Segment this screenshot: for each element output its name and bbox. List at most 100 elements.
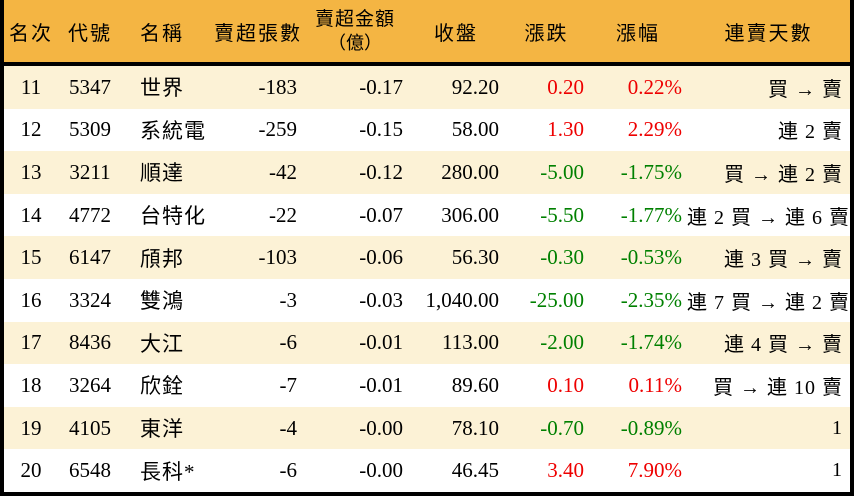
cell-name: 長科* <box>122 449 214 492</box>
table-row: 13 3211 順達 -42 -0.12 280.00 -5.00 -1.75% 買 → 連 2… <box>4 151 850 194</box>
cell-streak: 連 7 買 → 連 2 賣 <box>687 278 850 322</box>
cell-change: -0.30 <box>504 236 589 279</box>
cell-change-pct: 2.29% <box>589 108 687 152</box>
cell-sell-volume: -6 <box>214 321 302 365</box>
cell-streak: 1 <box>687 406 850 450</box>
cell-sell-volume: -7 <box>214 364 302 407</box>
cell-sell-amount: -0.01 <box>302 364 408 407</box>
cell-change: -25.00 <box>504 278 589 322</box>
table-row: 19 4105 東洋 -4 -0.00 78.10 -0.70 -0.89% 1 <box>4 406 850 450</box>
header-sell-amount: 賣超金額 （億） <box>302 0 408 66</box>
cell-name: 大江 <box>122 321 214 365</box>
cell-change: 3.40 <box>504 449 589 492</box>
cell-streak: 連 4 買 → 賣 <box>687 321 850 365</box>
table-row: 15 6147 頎邦 -103 -0.06 56.30 -0.30 -0.53% 連 3 買 →… <box>4 236 850 279</box>
cell-sell-volume: -183 <box>214 64 302 109</box>
cell-change-pct: -2.35% <box>589 278 687 322</box>
cell-sell-volume: -3 <box>214 278 302 322</box>
cell-change-pct: -1.75% <box>589 151 687 194</box>
cell-sell-amount: -0.01 <box>302 321 408 365</box>
cell-code: 3264 <box>58 364 122 407</box>
cell-sell-amount: -0.17 <box>302 64 408 109</box>
cell-change-pct: -0.53% <box>589 236 687 279</box>
cell-streak: 連 2 買 → 連 6 賣 <box>687 193 850 237</box>
cell-close: 280.00 <box>408 151 504 194</box>
cell-rank: 20 <box>4 449 58 492</box>
cell-rank: 18 <box>4 364 58 407</box>
cell-change-pct: -0.89% <box>589 406 687 450</box>
cell-change-pct: 7.90% <box>589 449 687 492</box>
cell-streak: 買 → 賣 <box>687 64 850 109</box>
cell-code: 5309 <box>58 108 122 152</box>
cell-code: 6147 <box>58 236 122 279</box>
cell-close: 56.30 <box>408 236 504 279</box>
cell-close: 58.00 <box>408 108 504 152</box>
header-name: 名稱 <box>122 0 214 66</box>
header-change: 漲跌 <box>504 0 589 66</box>
header-sell-volume: 賣超張數 <box>214 0 302 66</box>
cell-streak: 買 → 連 2 賣 <box>687 151 850 194</box>
cell-name: 頎邦 <box>122 236 214 279</box>
cell-change-pct: 0.22% <box>589 64 687 109</box>
cell-change: 1.30 <box>504 108 589 152</box>
cell-rank: 15 <box>4 236 58 279</box>
cell-code: 4772 <box>58 193 122 237</box>
table-row: 14 4772 台特化 -22 -0.07 306.00 -5.50 -1.77% 連 2 買 … <box>4 193 850 237</box>
table-row: 18 3264 欣銓 -7 -0.01 89.60 0.10 0.11% 買 → 連 10 賣 <box>4 364 850 407</box>
cell-sell-amount: -0.06 <box>302 236 408 279</box>
cell-name: 順達 <box>122 151 214 194</box>
cell-code: 8436 <box>58 321 122 365</box>
cell-sell-amount: -0.00 <box>302 406 408 450</box>
cell-change: 0.20 <box>504 64 589 109</box>
cell-code: 3211 <box>58 151 122 194</box>
cell-name: 台特化 <box>122 193 214 237</box>
cell-change: -5.00 <box>504 151 589 194</box>
table-row: 20 6548 長科* -6 -0.00 46.45 3.40 7.90% 1 <box>4 449 850 492</box>
cell-name: 系統電 <box>122 108 214 152</box>
cell-code: 5347 <box>58 64 122 109</box>
cell-sell-amount: -0.00 <box>302 449 408 492</box>
table-row: 16 3324 雙鴻 -3 -0.03 1,040.00 -25.00 -2.35% 連 7 買… <box>4 278 850 322</box>
table-row: 11 5347 世界 -183 -0.17 92.20 0.20 0.22% 買 → 賣 <box>4 64 850 109</box>
cell-close: 46.45 <box>408 449 504 492</box>
header-sell-streak: 連賣天數 <box>687 0 850 66</box>
cell-streak: 1 <box>687 449 850 492</box>
cell-name: 欣銓 <box>122 364 214 407</box>
cell-sell-amount: -0.12 <box>302 151 408 194</box>
cell-rank: 19 <box>4 406 58 450</box>
header-sell-amount-line2: （億） <box>328 32 382 53</box>
header-close: 收盤 <box>408 0 504 66</box>
net-sell-ranking-table: 名次 代號 名稱 賣超張數 賣超金額 （億） 收盤 漲跌 漲幅 連賣天數 11 5… <box>4 0 850 492</box>
cell-code: 6548 <box>58 449 122 492</box>
table-body: 11 5347 世界 -183 -0.17 92.20 0.20 0.22% 買 → 賣 12 53… <box>4 64 850 492</box>
cell-change: -0.70 <box>504 406 589 450</box>
cell-sell-amount: -0.07 <box>302 193 408 237</box>
cell-change: -5.50 <box>504 193 589 237</box>
cell-rank: 16 <box>4 278 58 322</box>
cell-close: 78.10 <box>408 406 504 450</box>
cell-sell-volume: -22 <box>214 193 302 237</box>
header-sell-amount-line1: 賣超金額 <box>314 8 395 30</box>
cell-close: 89.60 <box>408 364 504 407</box>
cell-sell-volume: -6 <box>214 449 302 492</box>
cell-rank: 11 <box>4 64 58 109</box>
cell-sell-volume: -42 <box>214 151 302 194</box>
cell-rank: 14 <box>4 193 58 237</box>
cell-sell-amount: -0.15 <box>302 108 408 152</box>
cell-close: 92.20 <box>408 64 504 109</box>
cell-close: 306.00 <box>408 193 504 237</box>
cell-sell-volume: -259 <box>214 108 302 152</box>
cell-rank: 13 <box>4 151 58 194</box>
cell-rank: 12 <box>4 108 58 152</box>
header-row: 名次 代號 名稱 賣超張數 賣超金額 （億） 收盤 漲跌 漲幅 連賣天數 <box>4 0 850 66</box>
cell-change: -2.00 <box>504 321 589 365</box>
table-row: 12 5309 系統電 -259 -0.15 58.00 1.30 2.29% 連 2 賣 <box>4 108 850 152</box>
cell-sell-amount: -0.03 <box>302 278 408 322</box>
header-code: 代號 <box>58 0 122 66</box>
cell-name: 東洋 <box>122 406 214 450</box>
table-row: 17 8436 大江 -6 -0.01 113.00 -2.00 -1.74% 連 4 買 → … <box>4 321 850 365</box>
cell-change-pct: -1.77% <box>589 193 687 237</box>
cell-name: 雙鴻 <box>122 278 214 322</box>
header-rank: 名次 <box>4 0 58 66</box>
